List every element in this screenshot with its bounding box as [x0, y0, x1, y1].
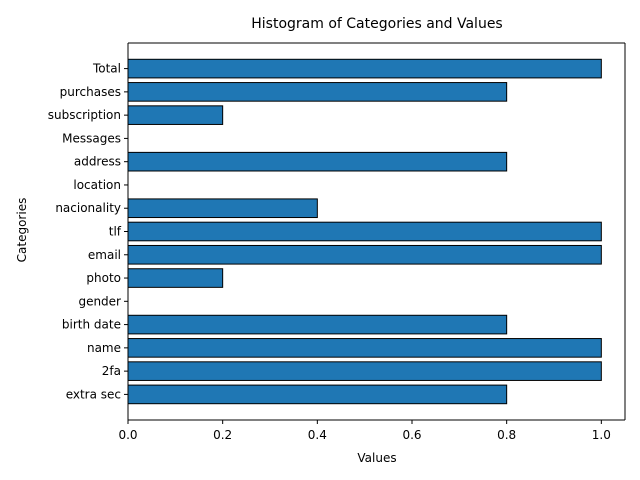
- y-tick-label: Total: [92, 62, 121, 76]
- x-axis-label: Values: [357, 451, 396, 465]
- y-tick-label: purchases: [60, 85, 121, 99]
- y-tick-label: birth date: [62, 318, 121, 332]
- bar: [127, 198, 318, 219]
- bar: [127, 221, 602, 242]
- bar: [127, 244, 602, 265]
- y-tick-label: subscription: [48, 108, 121, 122]
- x-tick-label: 0.4: [308, 428, 327, 442]
- bar: [127, 268, 224, 288]
- bar: [127, 58, 602, 79]
- y-tick-label: Messages: [62, 131, 121, 145]
- y-tick-label: address: [74, 155, 121, 169]
- y-tick-label: location: [73, 178, 121, 192]
- y-tick-label: extra sec: [66, 387, 121, 401]
- y-tick-label: gender: [78, 294, 121, 308]
- x-tick-label: 0.8: [497, 428, 516, 442]
- bar: [127, 105, 224, 125]
- bar: [127, 314, 508, 335]
- y-tick-label: tlf: [109, 225, 122, 239]
- y-tick-label: nacionality: [55, 201, 121, 215]
- y-tick-label: photo: [86, 271, 121, 285]
- y-tick-label: 2fa: [102, 364, 121, 378]
- x-tick-label: 0.0: [118, 428, 137, 442]
- bar: [127, 361, 602, 381]
- chart-title: Histogram of Categories and Values: [251, 16, 502, 32]
- axes-layer: 0.0 0.2 0.4 0.6 0.8 1.0 extra sec 2fa name birth …: [48, 42, 626, 442]
- x-tick-label: 0.6: [402, 428, 421, 442]
- bar: [127, 384, 508, 405]
- bar: [127, 338, 602, 358]
- y-axis-label: Categories: [15, 198, 29, 263]
- y-tick-label: name: [87, 341, 121, 355]
- x-tick-label: 1.0: [592, 428, 611, 442]
- y-tick-label: email: [88, 248, 121, 262]
- x-tick-label: 0.2: [213, 428, 232, 442]
- bar: [127, 151, 508, 172]
- bar: [127, 82, 508, 102]
